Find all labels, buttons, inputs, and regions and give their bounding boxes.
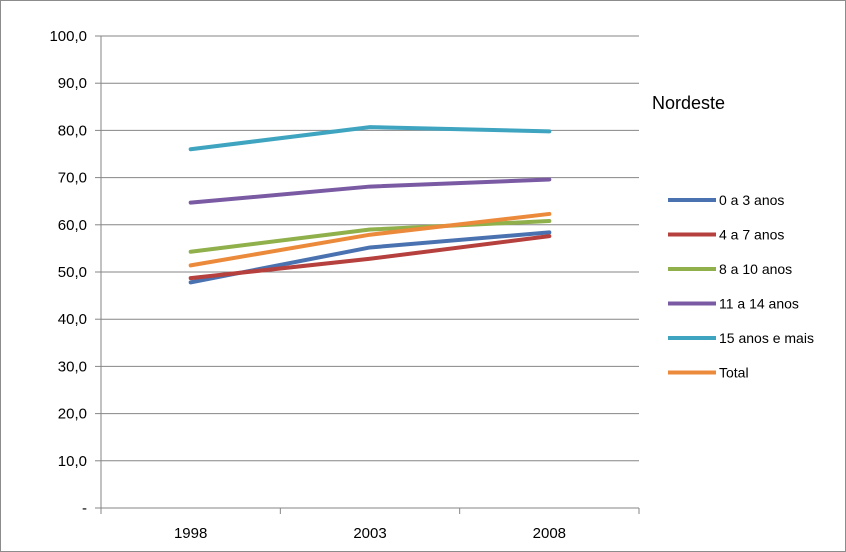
x-tick-label: 2003: [353, 525, 386, 542]
series-line-2: [188, 234, 552, 281]
legend-label: 4 a 7 anos: [719, 227, 784, 243]
x-axis-ticks: 1998 2003 2008: [100, 508, 640, 542]
y-tick-label: -: [82, 500, 87, 517]
legend-label: 8 a 10 anos: [719, 261, 792, 277]
x-tick-label: 1998: [174, 525, 207, 542]
y-tick-label: 10,0: [58, 453, 87, 470]
legend-label: 15 anos e mais: [719, 330, 814, 346]
series-lines: [188, 125, 552, 285]
legend: 0 a 3 anos 4 a 7 anos 8 a 10 anos 11 a 14 a…: [668, 192, 814, 381]
y-tick-label: 30,0: [58, 358, 87, 375]
y-tick-label: 50,0: [58, 264, 87, 281]
y-tick-label: 90,0: [58, 75, 87, 92]
y-tick-label: 80,0: [58, 122, 87, 139]
y-tick-label: 100,0: [49, 28, 87, 45]
chart-title: Nordeste: [652, 93, 725, 113]
y-tick-label: 70,0: [58, 170, 87, 187]
y-axis-ticks: - 10,0 20,0 30,0 40,0 50,0 60,0 70,0 80,0 90,0 100…: [49, 28, 101, 517]
series-line-5: [188, 125, 552, 152]
legend-label: 11 a 14 anos: [719, 296, 799, 312]
y-tick-label: 60,0: [58, 217, 87, 234]
legend-label: 0 a 3 anos: [719, 192, 784, 208]
series-line-3: [188, 219, 552, 254]
series-line-4: [188, 177, 552, 205]
x-tick-label: 2008: [533, 525, 566, 542]
y-tick-label: 40,0: [58, 311, 87, 328]
y-tick-label: 20,0: [58, 406, 87, 423]
series-line-6: [188, 211, 552, 268]
legend-label: Total: [719, 365, 749, 381]
